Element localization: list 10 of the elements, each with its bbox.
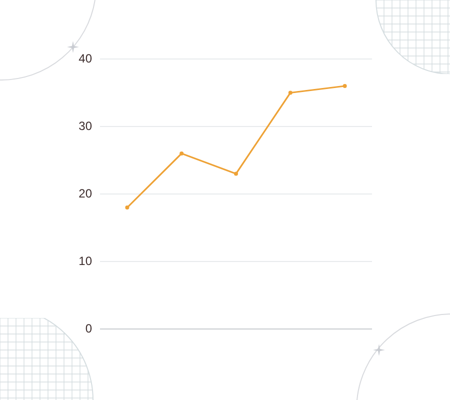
y-tick-label: 20 — [78, 186, 92, 200]
point — [180, 152, 184, 156]
y-tick-label: 10 — [78, 254, 92, 268]
y-tick-label: 30 — [78, 118, 92, 133]
y-tick-label: 40 — [78, 51, 92, 66]
point — [125, 206, 130, 210]
point — [342, 84, 347, 88]
point — [234, 172, 238, 176]
point — [288, 90, 292, 95]
y-tick-label: 0 — [85, 321, 92, 336]
